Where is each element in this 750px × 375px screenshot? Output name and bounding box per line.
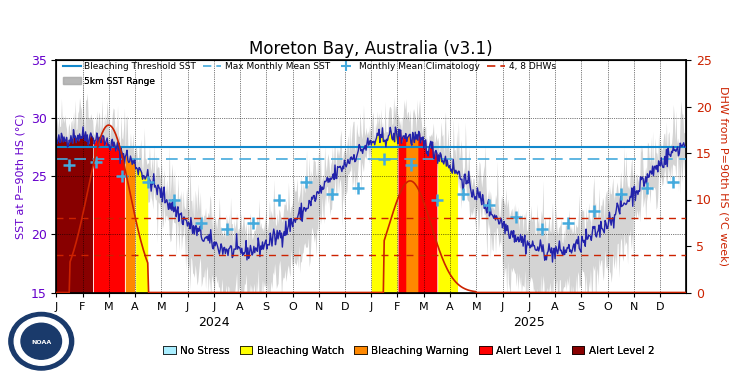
Circle shape	[9, 312, 74, 370]
Y-axis label: DHW from P=90th HS (°C week): DHW from P=90th HS (°C week)	[718, 86, 728, 266]
Circle shape	[21, 323, 62, 359]
Legend: 5km SST Range: 5km SST Range	[61, 75, 157, 88]
Bar	[93, 293, 124, 298]
Text: 2024: 2024	[198, 316, 230, 329]
Bar	[148, 293, 371, 298]
Bar	[124, 293, 135, 298]
Legend: No Stress, Bleaching Watch, Bleaching Warning, Alert Level 1, Alert Level 2: No Stress, Bleaching Watch, Bleaching Wa…	[159, 342, 658, 360]
Bar	[56, 293, 93, 298]
Text: 2025: 2025	[513, 316, 544, 329]
Bar	[445, 293, 463, 298]
Bar	[405, 293, 445, 298]
Bar	[464, 293, 489, 298]
Bar	[392, 293, 406, 298]
Title: Moreton Bay, Australia (v3.1): Moreton Bay, Australia (v3.1)	[250, 40, 493, 58]
Bar	[135, 293, 148, 298]
Circle shape	[14, 317, 68, 365]
Text: NOAA: NOAA	[31, 340, 51, 345]
Y-axis label: SST at P=90th HS (°C): SST at P=90th HS (°C)	[15, 114, 25, 239]
Bar	[371, 293, 392, 298]
